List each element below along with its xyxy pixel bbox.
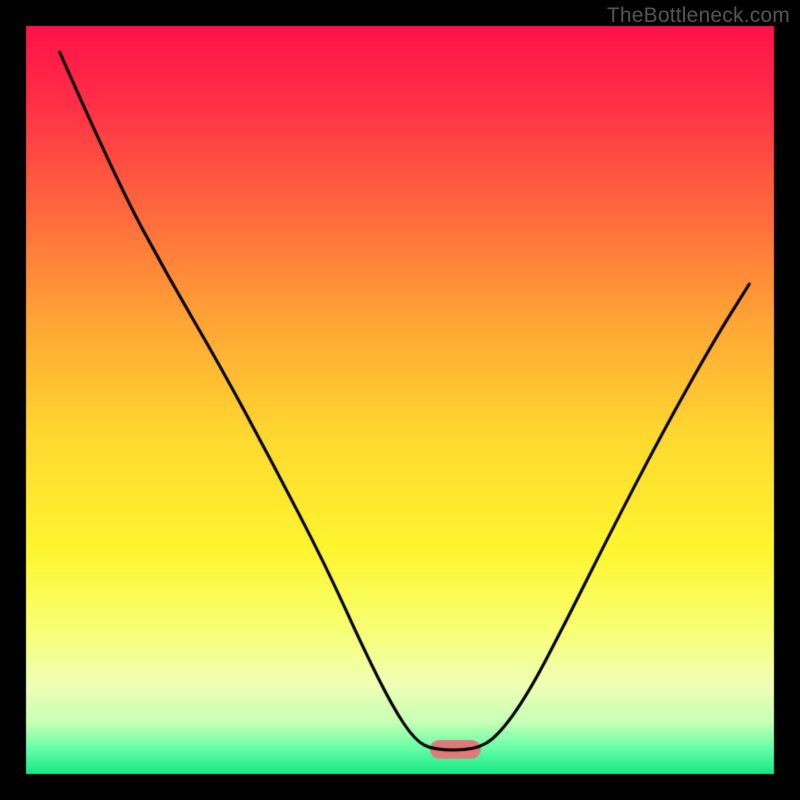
chart-container: TheBottleneck.com	[0, 0, 800, 800]
watermark-text: TheBottleneck.com	[607, 4, 790, 28]
bottleneck-chart-canvas	[0, 0, 800, 800]
